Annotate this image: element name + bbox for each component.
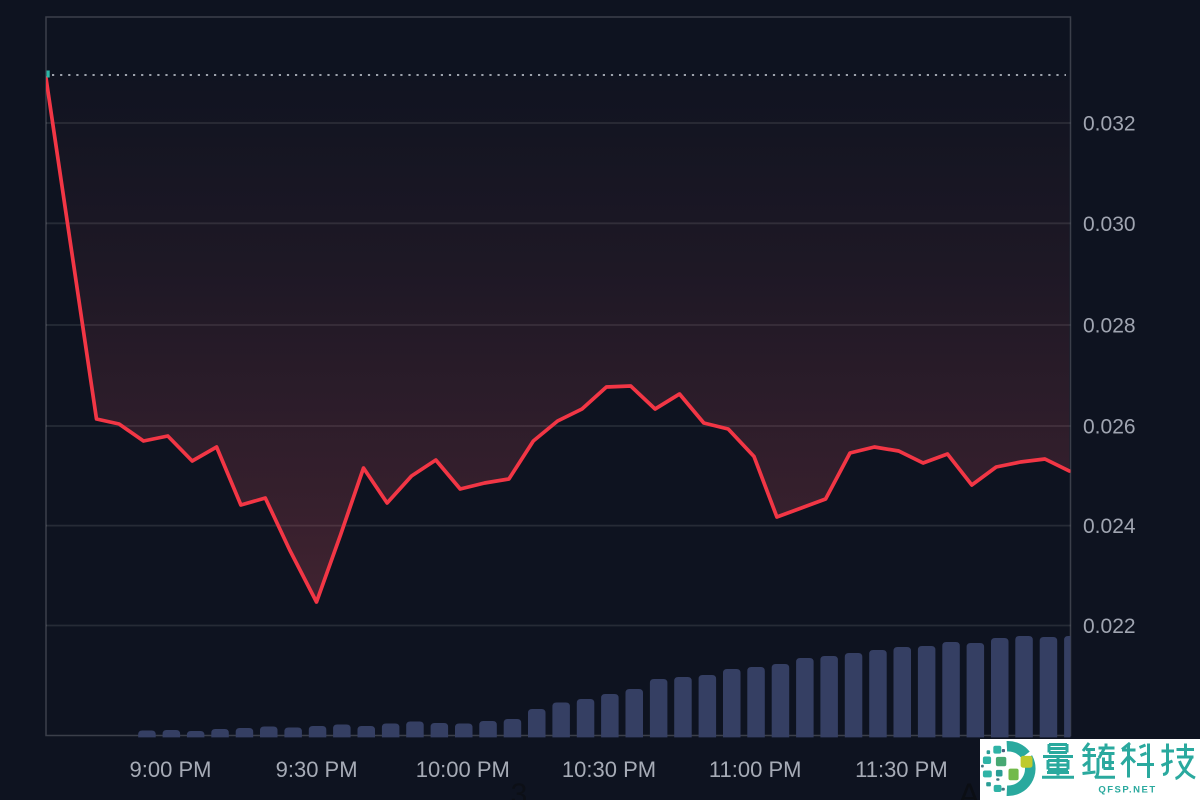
svg-text:A: A xyxy=(958,777,980,800)
svg-text:0.030: 0.030 xyxy=(1083,213,1136,236)
svg-text:9:00 PM: 9:00 PM xyxy=(130,757,212,782)
svg-text:0.032: 0.032 xyxy=(1083,113,1136,136)
svg-text:10:30 PM: 10:30 PM xyxy=(562,757,656,782)
svg-text:11:00 PM: 11:00 PM xyxy=(709,757,802,782)
svg-text:0.028: 0.028 xyxy=(1083,315,1136,338)
svg-text:0.022: 0.022 xyxy=(1083,615,1136,638)
svg-text:9:30 PM: 9:30 PM xyxy=(276,757,358,782)
svg-text:11:30 PM: 11:30 PM xyxy=(855,757,948,782)
svg-text:3: 3 xyxy=(511,778,528,800)
svg-text:10:00 PM: 10:00 PM xyxy=(416,757,510,782)
svg-text:0.024: 0.024 xyxy=(1083,515,1136,538)
svg-text:QFSP.NET: QFSP.NET xyxy=(1098,785,1156,796)
svg-text:0.026: 0.026 xyxy=(1083,416,1136,439)
